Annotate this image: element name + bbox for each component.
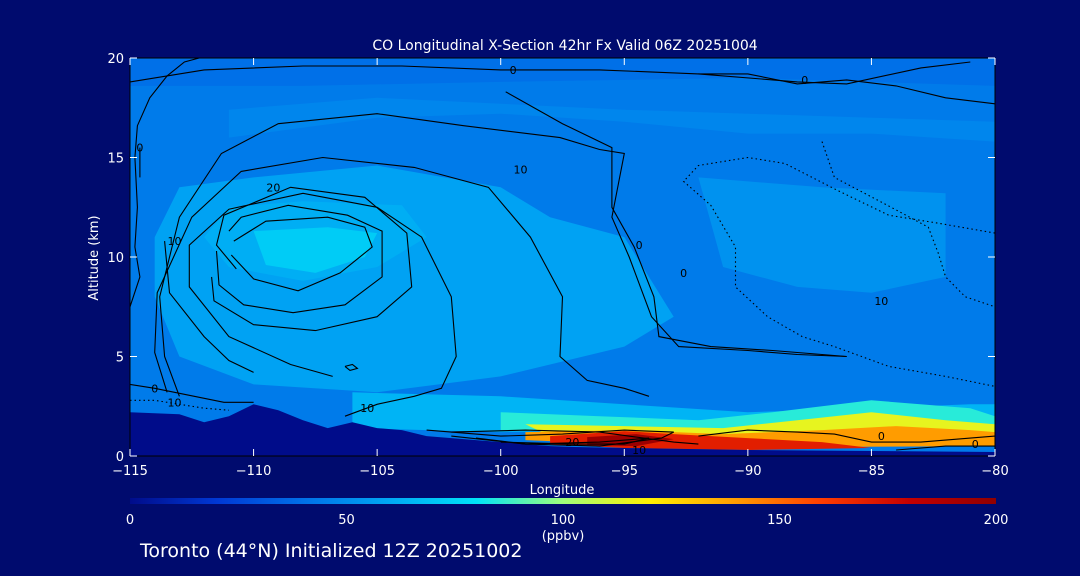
contour-line-18 [451, 435, 650, 445]
contour-label-4: 10 [513, 163, 527, 176]
chart-title: CO Longitudinal X-Section 42hr Fx Valid … [372, 38, 757, 54]
colorbar-unit-label: (ppbv) [542, 529, 585, 544]
colorbar-tick-label: 0 [126, 513, 134, 528]
contour-line-7 [211, 186, 413, 332]
x-tick-label: −105 [359, 464, 395, 479]
x-axis: −115 −110 −105 −100 −95 −90 −85 −80 [112, 58, 1009, 479]
contour-label-0: 0 [510, 64, 517, 77]
contour-label-19: 0 [151, 382, 158, 395]
colorbar-tick-label: 200 [984, 513, 1009, 528]
colorbar-ticks: 0 50 100 150 200 [126, 513, 1009, 528]
y-tick-label: 10 [107, 251, 124, 266]
x-tick-label: −80 [981, 464, 1008, 479]
y-axis: 0 5 10 15 20 [107, 52, 995, 465]
contour-label-15: 0 [972, 438, 979, 451]
contour-line-3 [159, 113, 847, 397]
contour-label-3: 0 [636, 239, 643, 252]
contour-line-13 [505, 91, 847, 358]
contour-line-10 [344, 363, 359, 372]
terrain-shape [130, 404, 995, 456]
colorbar-tick-label: 50 [338, 513, 355, 528]
contour-label-13: 0 [680, 267, 687, 280]
colorbar-tick-label: 150 [767, 513, 792, 528]
x-tick-label: −95 [611, 464, 638, 479]
contour-line-14 [698, 429, 995, 443]
colorbar: 0 50 100 150 200 (ppbv) [126, 498, 1009, 544]
x-tick-label: −110 [236, 464, 272, 479]
contour-line-2 [130, 58, 200, 307]
contour-label-16: 10 [632, 444, 646, 457]
contour-line-1 [698, 73, 995, 105]
terrain [130, 404, 995, 456]
y-axis-label: Altitude (km) [87, 215, 102, 300]
field-region-0 [130, 58, 995, 86]
contour-label-20: 10 [167, 396, 181, 409]
x-tick-label: −90 [734, 464, 761, 479]
x-axis-label: Longitude [530, 483, 595, 498]
concentration-field [130, 58, 995, 450]
y-tick-label: 15 [107, 152, 124, 167]
contour-label-11: 10 [874, 295, 888, 308]
contour-line-0 [130, 61, 971, 85]
contour-label-7: 20 [266, 181, 280, 194]
y-tick-label: 20 [107, 52, 124, 67]
contour-line-19 [130, 383, 254, 403]
contour-line-15 [896, 445, 995, 451]
colorbar-gradient [130, 498, 996, 504]
x-tick-label: −100 [483, 464, 519, 479]
field-region-1 [228, 97, 995, 142]
y-tick-label: 5 [116, 351, 124, 366]
contour-line-17 [426, 429, 674, 447]
contour-line-4 [154, 156, 650, 397]
x-tick-label: −115 [112, 464, 148, 479]
contour-line-11 [821, 141, 995, 308]
footer-caption: Toronto (44°N) Initialized 12Z 20251002 [140, 540, 523, 562]
contour-label-5: 10 [167, 235, 181, 248]
field-region-5 [253, 227, 378, 273]
y-tick-label: 0 [116, 450, 124, 465]
contour-label-1: 0 [801, 74, 808, 87]
contour-label-6: 10 [360, 402, 374, 415]
contour-line-9 [230, 216, 373, 292]
x-tick-label: −85 [858, 464, 885, 479]
contour-line-5 [164, 241, 254, 373]
contour-label-21: 0 [136, 142, 143, 155]
contour-line-8 [215, 204, 383, 314]
contour-line-20 [130, 399, 229, 411]
contour-label-14: 0 [878, 430, 885, 443]
colorbar-tick-label: 100 [551, 513, 576, 528]
field-region-3 [698, 177, 946, 293]
contour-line-12 [682, 156, 995, 387]
